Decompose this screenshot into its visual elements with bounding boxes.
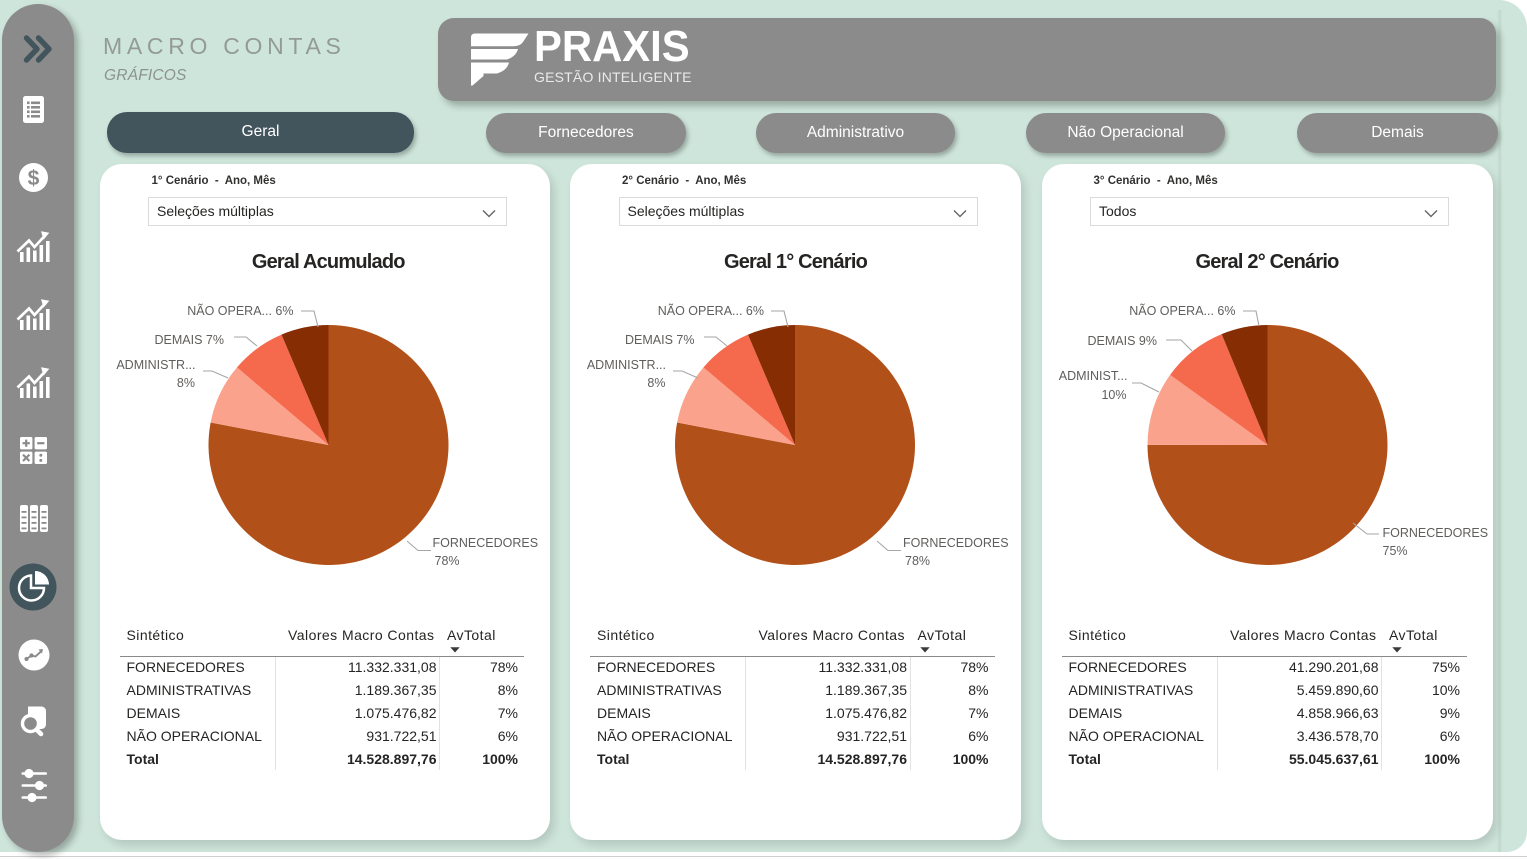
svg-text:$: $ xyxy=(28,167,40,190)
